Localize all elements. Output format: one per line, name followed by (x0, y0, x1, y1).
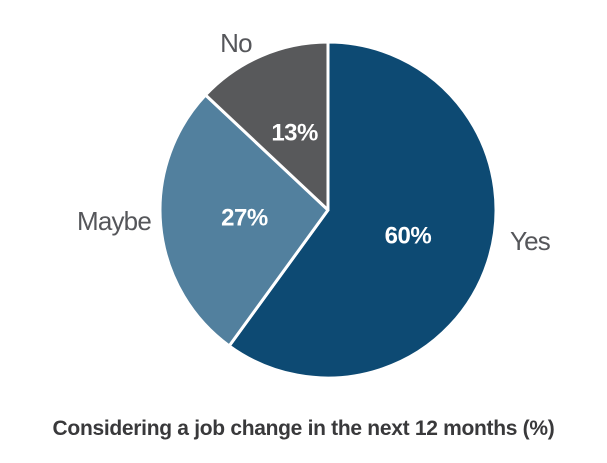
slice-category-label-maybe: Maybe (77, 206, 151, 236)
pie-slice-no (204, 40, 330, 212)
pie-slice-maybe (158, 93, 330, 348)
slice-category-label-yes: Yes (510, 226, 551, 256)
slice-value-label-maybe: 27% (221, 204, 268, 231)
pie-slice-yes (227, 40, 498, 380)
slice-value-label-no: 13% (271, 119, 318, 146)
chart-title: Considering a job change in the next 12 … (52, 417, 555, 440)
slice-category-label-no: No (220, 28, 252, 58)
slice-value-label-yes: 60% (385, 223, 432, 250)
